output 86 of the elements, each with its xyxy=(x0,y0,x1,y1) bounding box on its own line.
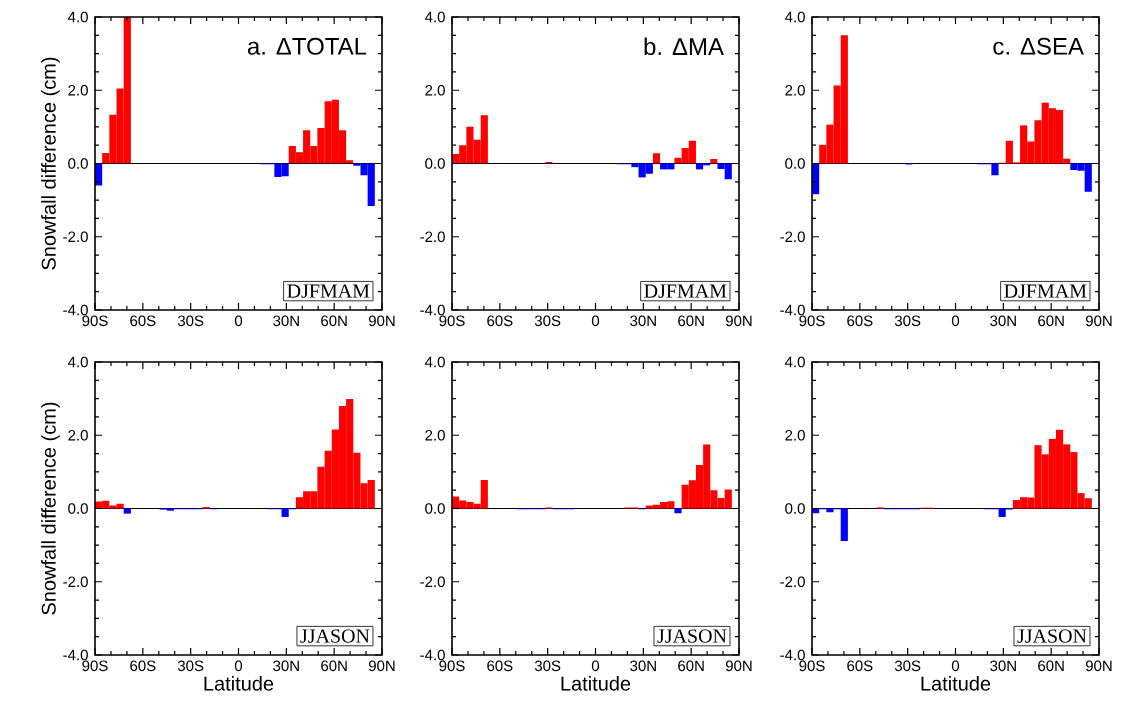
x-tick-label: 0 xyxy=(591,315,600,327)
y-tick-label: 2.0 xyxy=(785,84,805,96)
y-tick-label: -4.0 xyxy=(780,304,805,316)
x-tick-label: 30S xyxy=(177,660,204,672)
x-tick-label: 60S xyxy=(487,660,513,672)
x-tick-label: 30N xyxy=(273,315,299,327)
y-tick-label: 0.0 xyxy=(785,158,805,169)
y-tick-label: -4.0 xyxy=(63,649,88,661)
x-tick-label: 30S xyxy=(894,660,921,672)
y-tick-label: 2.0 xyxy=(425,84,445,96)
x-tick-label: 60S xyxy=(130,315,156,327)
x-tick-label: 0 xyxy=(951,315,960,327)
x-tick-label: 60S xyxy=(847,660,873,672)
x-tick-label: 90N xyxy=(725,660,752,672)
y-tick-label: 4.0 xyxy=(424,11,445,23)
x-tick-label: 90N xyxy=(1085,660,1112,672)
x-tick-label: 90N xyxy=(368,315,395,327)
y-tick-label: 4.0 xyxy=(67,356,88,368)
y-tick-label: -4.0 xyxy=(420,304,445,316)
x-tick-label: 30S xyxy=(894,315,921,327)
annotation: DJFMAM xyxy=(1004,284,1087,298)
y-tick-label: -4.0 xyxy=(420,649,445,661)
x-tick-label: 60S xyxy=(487,315,513,327)
annotation: DJFMAM xyxy=(287,284,370,298)
y-axis-title: Snowfall difference (cm) xyxy=(41,402,60,615)
x-tick-label: 90S xyxy=(439,315,465,327)
x-tick-label: 0 xyxy=(951,660,960,672)
x-tick-label: 90S xyxy=(439,660,465,672)
x-tick-label: 30N xyxy=(630,315,656,327)
x-tick-label: 60N xyxy=(321,660,347,672)
y-tick-label: 2.0 xyxy=(68,84,88,96)
y-tick-label: 0.0 xyxy=(68,503,88,514)
x-tick-label: 90S xyxy=(82,315,108,327)
text: c. ΔSEA xyxy=(993,37,1084,55)
x-tick-label: 0 xyxy=(234,315,243,327)
y-tick-label: 4.0 xyxy=(784,356,805,368)
text: a. ΔTOTAL xyxy=(247,37,367,55)
x-tick-label: 60S xyxy=(847,315,873,327)
y-tick-label: 4.0 xyxy=(424,356,445,368)
x-tick-label: 60N xyxy=(1038,660,1064,672)
x-tick-label: 60S xyxy=(130,660,156,672)
x-axis-title: Latitude xyxy=(561,676,631,691)
x-tick-label: 0 xyxy=(591,660,600,672)
x-tick-label: 90N xyxy=(725,315,752,327)
y-tick-label: 0.0 xyxy=(785,503,805,514)
x-tick-label: 60N xyxy=(678,315,704,327)
annotation: JJASON xyxy=(657,629,727,643)
y-tick-label: -4.0 xyxy=(780,649,805,661)
y-tick-label: 2.0 xyxy=(425,429,445,441)
x-tick-label: 60N xyxy=(1038,315,1064,327)
y-tick-label: -2.0 xyxy=(420,576,445,588)
x-tick-label: 30S xyxy=(177,315,204,327)
text: b. ΔMA xyxy=(644,37,724,56)
y-tick-label: 2.0 xyxy=(68,429,88,441)
y-tick-label: 4.0 xyxy=(67,11,88,23)
annotation: JJASON xyxy=(300,629,370,643)
x-tick-label: 30N xyxy=(273,660,299,672)
y-tick-label: 0.0 xyxy=(425,503,445,514)
x-tick-label: 30N xyxy=(630,660,656,672)
x-tick-label: 0 xyxy=(234,660,243,672)
x-axis-title: Latitude xyxy=(921,676,991,691)
x-tick-label: 90N xyxy=(1085,315,1112,327)
y-tick-label: -2.0 xyxy=(780,576,805,588)
annotation: DJFMAM xyxy=(644,284,727,298)
y-axis-title: Snowfall difference (cm) xyxy=(41,57,60,270)
x-tick-label: 60N xyxy=(321,315,347,327)
x-tick-label: 90S xyxy=(799,315,825,327)
y-tick-label: 2.0 xyxy=(785,429,805,441)
x-tick-label: 30N xyxy=(990,315,1016,327)
x-tick-label: 30S xyxy=(534,660,561,672)
x-tick-label: 90S xyxy=(799,660,825,672)
x-tick-label: 90S xyxy=(82,660,108,672)
x-tick-label: 60N xyxy=(678,660,704,672)
x-tick-label: 90N xyxy=(368,660,395,672)
y-tick-label: 0.0 xyxy=(425,158,445,169)
y-tick-label: 0.0 xyxy=(68,158,88,169)
x-axis-title: Latitude xyxy=(204,676,274,691)
x-tick-label: 30N xyxy=(990,660,1016,672)
annotation: JJASON xyxy=(1017,629,1087,643)
y-tick-label: -4.0 xyxy=(63,304,88,316)
x-tick-label: 30S xyxy=(534,315,561,327)
y-tick-label: -2.0 xyxy=(63,576,88,588)
y-tick-label: 4.0 xyxy=(784,11,805,23)
y-tick-label: -2.0 xyxy=(63,231,88,243)
y-tick-label: -2.0 xyxy=(780,231,805,243)
y-tick-label: -2.0 xyxy=(420,231,445,243)
